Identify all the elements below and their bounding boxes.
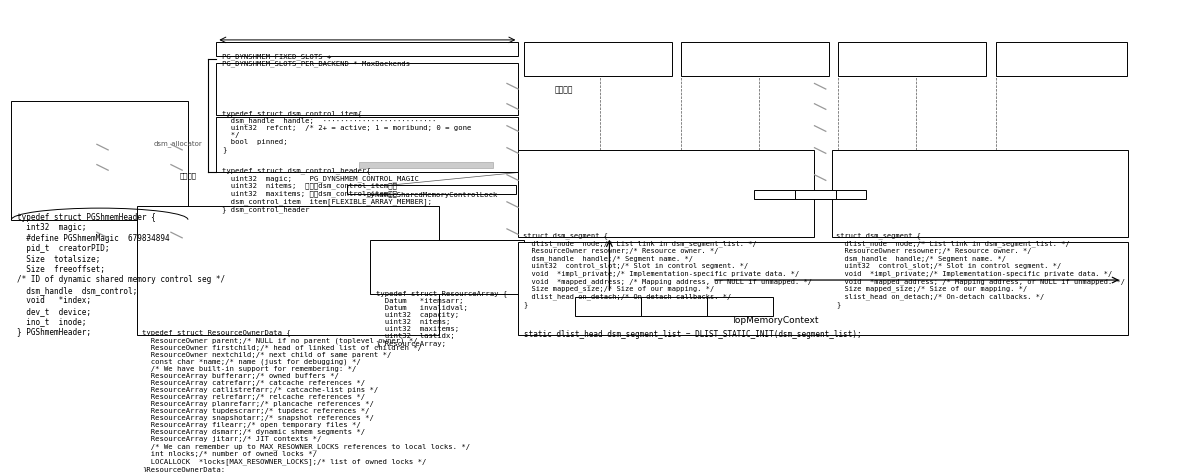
FancyBboxPatch shape [371, 240, 525, 294]
FancyBboxPatch shape [831, 151, 1127, 237]
Text: typedef struct dsm_control_header{
  uint32  magic;    PG_DYNSHMEM_CONTROL_MAGIC: typedef struct dsm_control_header{ uint3… [223, 168, 432, 212]
Text: DynamicSharedMemoryControlLock: DynamicSharedMemoryControlLock [366, 192, 497, 198]
Bar [525, 42, 673, 76]
FancyBboxPatch shape [12, 101, 188, 219]
FancyBboxPatch shape [136, 206, 438, 335]
Bar [681, 42, 829, 76]
FancyBboxPatch shape [217, 42, 519, 56]
FancyBboxPatch shape [519, 242, 1127, 335]
Text: dsm_allocator: dsm_allocator [154, 140, 202, 147]
Text: typedef struct ResourceArray {
  Datum   *itemsarr;
  Datum   invalidval;
  uint: typedef struct ResourceArray { Datum *it… [375, 290, 507, 346]
Text: TopMemoryContext: TopMemoryContext [731, 316, 818, 325]
Bar [796, 190, 836, 199]
Text: 共享内存: 共享内存 [180, 172, 197, 179]
Text: typedef struct PGShmemHeader {
  int32  magic;
  #define PGShmemMagic  679834894: typedef struct PGShmemHeader { int32 mag… [17, 213, 225, 337]
Text: struct dsm_segment {
  dlist_node  node;/* List link in dsm_segment_list. */
  R: struct dsm_segment { dlist_node node;/* … [836, 233, 1125, 308]
Text: struct dsm_segment {
  dlist_node  node;/* List link in dsm_segment_list. */
  R: struct dsm_segment { dlist_node node;/* … [523, 233, 812, 308]
Bar [575, 296, 642, 316]
Bar [996, 42, 1126, 76]
FancyBboxPatch shape [347, 185, 516, 194]
FancyBboxPatch shape [217, 117, 519, 172]
Bar [836, 190, 866, 199]
Bar [838, 42, 986, 76]
Text: static dlist_head dsm_segment_list = DLIST_STATIC_INIT(dsm_segment_list);: static dlist_head dsm_segment_list = DLI… [525, 330, 862, 339]
Text: typedef struct dsm_control_item{
  dsm_handle  handle;  ························: typedef struct dsm_control_item{ dsm_han… [223, 110, 471, 153]
Text: typedef struct ResourceOwnerData {
  ResourceOwner parent;/* NULL if no parent (: typedef struct ResourceOwnerData { Resou… [142, 330, 470, 472]
FancyBboxPatch shape [519, 151, 815, 237]
Bar [642, 296, 707, 316]
Text: PG_DYNSHMEM_FIXED_SLOTS +
PG_DYNSHMEM_SLOTS_PER_BACKEND * MaxBackends: PG_DYNSHMEM_FIXED_SLOTS + PG_DYNSHMEM_SL… [223, 53, 410, 67]
FancyBboxPatch shape [217, 63, 519, 115]
Bar [359, 162, 494, 168]
Text: 共享内存: 共享内存 [554, 85, 573, 94]
Bar [754, 190, 796, 199]
Bar [707, 296, 773, 316]
